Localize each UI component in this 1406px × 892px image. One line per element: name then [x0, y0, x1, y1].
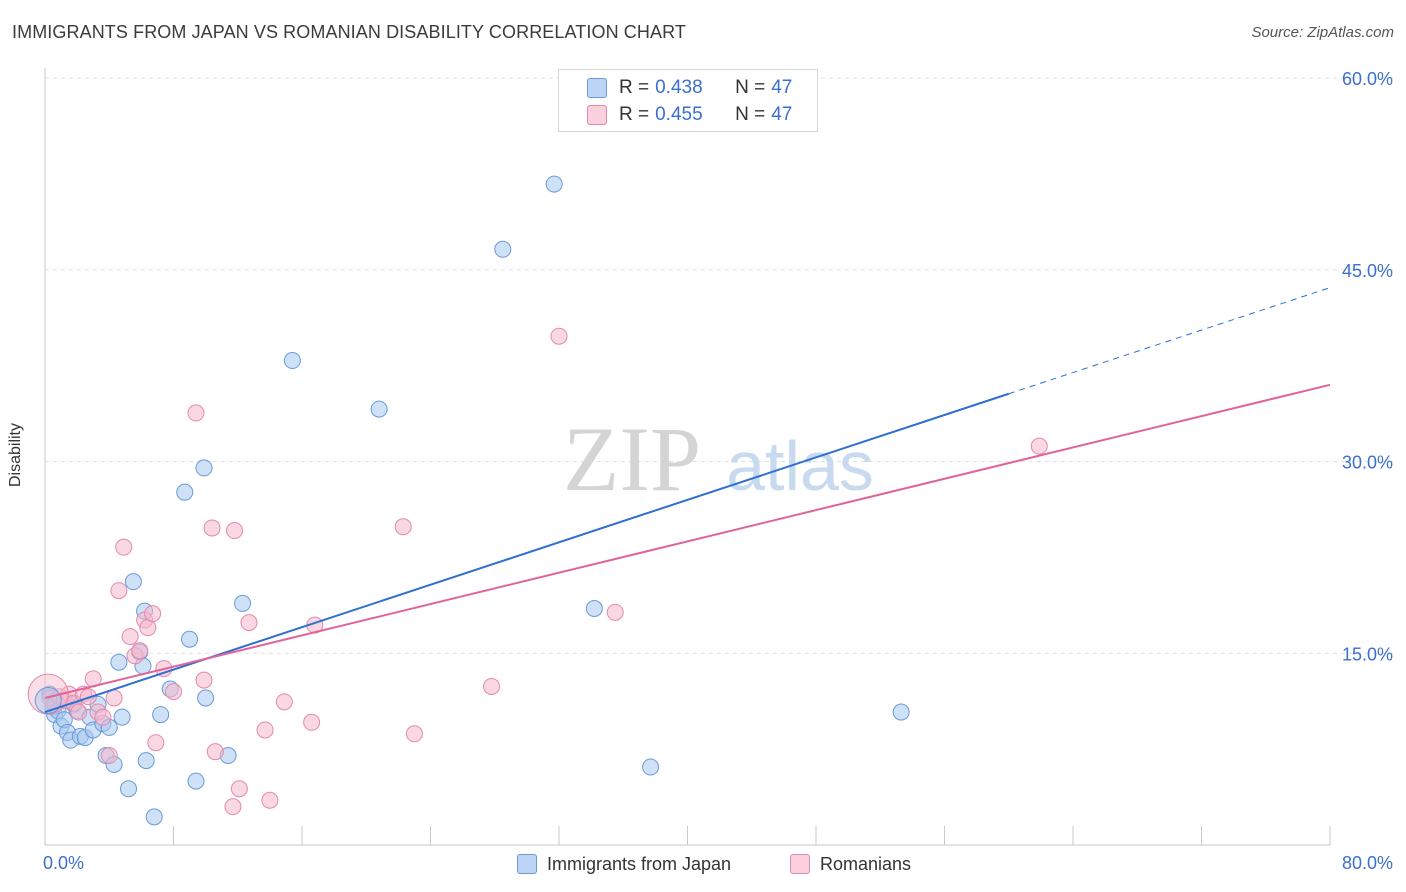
point-romanians	[405, 725, 423, 743]
point-romanians	[94, 708, 112, 726]
point-japan	[152, 706, 170, 724]
legend-n-label: N =	[735, 77, 766, 98]
point-japan	[283, 352, 301, 370]
point-romanians	[105, 689, 123, 707]
x-tick-label: 0.0%	[43, 853, 84, 873]
y-axis-label: Disability	[7, 422, 24, 488]
y-tick-label: 45.0%	[1342, 261, 1393, 281]
point-romanians	[550, 327, 568, 345]
chart-title: IMMIGRANTS FROM JAPAN VS ROMANIAN DISABI…	[12, 22, 686, 42]
point-romanians	[100, 747, 118, 765]
legend-row-japan: R = 0.438 N = 47	[587, 76, 792, 100]
point-romanians	[195, 671, 213, 689]
point-romanians	[483, 677, 501, 695]
axes	[44, 68, 1331, 846]
point-japan	[494, 240, 512, 258]
point-japan	[642, 758, 660, 776]
point-japan	[370, 400, 388, 418]
bottom-legend-japan: Immigrants from Japan	[517, 852, 731, 876]
point-japan	[197, 689, 215, 707]
trendline-romanians	[44, 383, 1331, 699]
legend-n-value: 47	[771, 77, 793, 98]
point-japan	[892, 703, 910, 721]
point-romanians	[70, 703, 88, 721]
correlation-legend: R = 0.438 N = 47 R = 0.455 N = 47	[558, 69, 818, 132]
x-tick-label: 80.0%	[1342, 853, 1393, 873]
point-romanians	[230, 780, 248, 798]
point-romanians	[240, 614, 258, 632]
bottom-legend-label-japan: Immigrants from Japan	[547, 853, 732, 874]
point-romanians	[115, 538, 133, 556]
grid-lines	[45, 77, 1395, 654]
y-tick-label: 30.0%	[1342, 453, 1393, 473]
point-romanians	[1030, 437, 1048, 455]
source-label: Source: ZipAtlas.com	[1251, 24, 1394, 41]
tick-labels: 15.0% 30.0% 45.0% 60.0% 0.0% 80.0%	[43, 69, 1393, 873]
point-japan	[545, 175, 563, 193]
watermark-atlas: atlas	[726, 427, 874, 505]
point-japan	[137, 752, 155, 770]
cluster-japan	[34, 687, 62, 715]
point-japan	[145, 808, 163, 826]
point-romanians	[144, 605, 162, 623]
legend-row-romanians: R = 0.455 N = 47	[587, 103, 792, 127]
point-romanians	[606, 603, 624, 621]
data-points	[27, 175, 1048, 826]
legend-n-label: N =	[735, 104, 766, 125]
point-romanians	[187, 404, 205, 422]
point-romanians	[165, 683, 182, 701]
point-japan	[187, 772, 205, 790]
point-romanians	[303, 713, 321, 731]
bottom-legend-romanians: Romanians	[790, 852, 911, 876]
cluster-romanians	[27, 673, 69, 715]
point-romanians	[394, 518, 412, 536]
trendline-japan-extension	[1008, 287, 1331, 395]
y-tick-label: 60.0%	[1342, 69, 1393, 89]
point-romanians	[256, 721, 274, 739]
legend-r-value: 0.438	[655, 77, 703, 98]
bottom-legend-swatch-romanians	[790, 854, 810, 874]
point-romanians	[203, 519, 221, 537]
point-romanians	[261, 791, 279, 809]
bottom-legend-swatch-japan	[517, 854, 537, 874]
watermark: ZIP atlas	[563, 408, 874, 510]
bottom-legend-label-romanians: Romanians	[820, 853, 912, 874]
legend-r-label: R =	[619, 77, 650, 98]
y-tick-label: 15.0%	[1342, 644, 1393, 664]
point-japan	[120, 780, 138, 798]
point-romanians	[275, 693, 293, 711]
legend-n-value: 47	[771, 104, 793, 125]
point-japan	[585, 600, 603, 618]
point-romanians	[206, 743, 224, 761]
point-romanians	[131, 642, 149, 660]
point-japan	[195, 459, 213, 477]
legend-swatch-japan	[587, 78, 607, 98]
trendline-japan	[44, 392, 1010, 714]
point-romanians	[110, 582, 128, 600]
point-japan	[124, 573, 142, 591]
point-romanians	[224, 798, 242, 816]
point-japan	[181, 630, 199, 648]
point-japan	[113, 708, 131, 726]
point-romanians	[226, 522, 244, 540]
point-japan	[234, 594, 252, 612]
trend-lines	[44, 287, 1331, 714]
point-japan	[110, 653, 128, 671]
legend-swatch-romanians	[587, 105, 607, 125]
legend-r-label: R =	[619, 104, 650, 125]
watermark-zip: ZIP	[563, 408, 701, 510]
point-romanians	[147, 734, 165, 752]
point-romanians	[121, 628, 139, 646]
point-japan	[176, 483, 194, 501]
legend-r-value: 0.455	[655, 104, 703, 125]
